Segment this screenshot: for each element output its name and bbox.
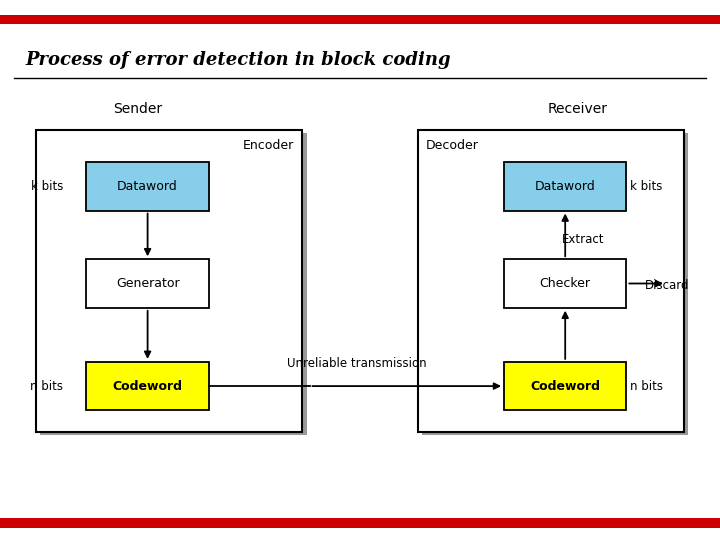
Text: Sender: Sender xyxy=(112,102,162,116)
Text: Codeword: Codeword xyxy=(530,380,600,393)
Bar xyxy=(86,162,209,211)
Text: Checker: Checker xyxy=(540,277,590,290)
Bar xyxy=(504,162,626,211)
Text: k bits: k bits xyxy=(31,180,63,193)
Bar xyxy=(0,15,720,24)
Text: Codeword: Codeword xyxy=(112,380,183,393)
Bar xyxy=(91,365,213,414)
Bar xyxy=(91,165,213,214)
Text: Dataword: Dataword xyxy=(535,180,595,193)
Bar xyxy=(504,259,626,308)
Bar xyxy=(422,133,688,435)
Text: Decoder: Decoder xyxy=(426,139,479,152)
Bar xyxy=(504,362,626,410)
Bar xyxy=(36,130,302,432)
Bar xyxy=(508,365,631,414)
Text: Encoder: Encoder xyxy=(243,139,294,152)
Text: Process of error detection in block coding: Process of error detection in block codi… xyxy=(25,51,451,69)
Text: Extract: Extract xyxy=(562,233,604,246)
Bar xyxy=(418,130,684,432)
Bar xyxy=(0,518,720,528)
Text: Receiver: Receiver xyxy=(547,102,608,116)
Bar xyxy=(40,133,307,435)
Text: Unreliable transmission: Unreliable transmission xyxy=(287,357,426,370)
Bar xyxy=(86,362,209,410)
Text: Dataword: Dataword xyxy=(117,180,178,193)
Text: Discard: Discard xyxy=(644,279,689,292)
Text: n bits: n bits xyxy=(30,380,63,393)
Text: n bits: n bits xyxy=(630,380,663,393)
Bar xyxy=(86,259,209,308)
Text: Generator: Generator xyxy=(116,277,179,290)
Text: k bits: k bits xyxy=(630,180,662,193)
Bar xyxy=(508,262,631,311)
Bar xyxy=(91,262,213,311)
Bar xyxy=(508,165,631,214)
